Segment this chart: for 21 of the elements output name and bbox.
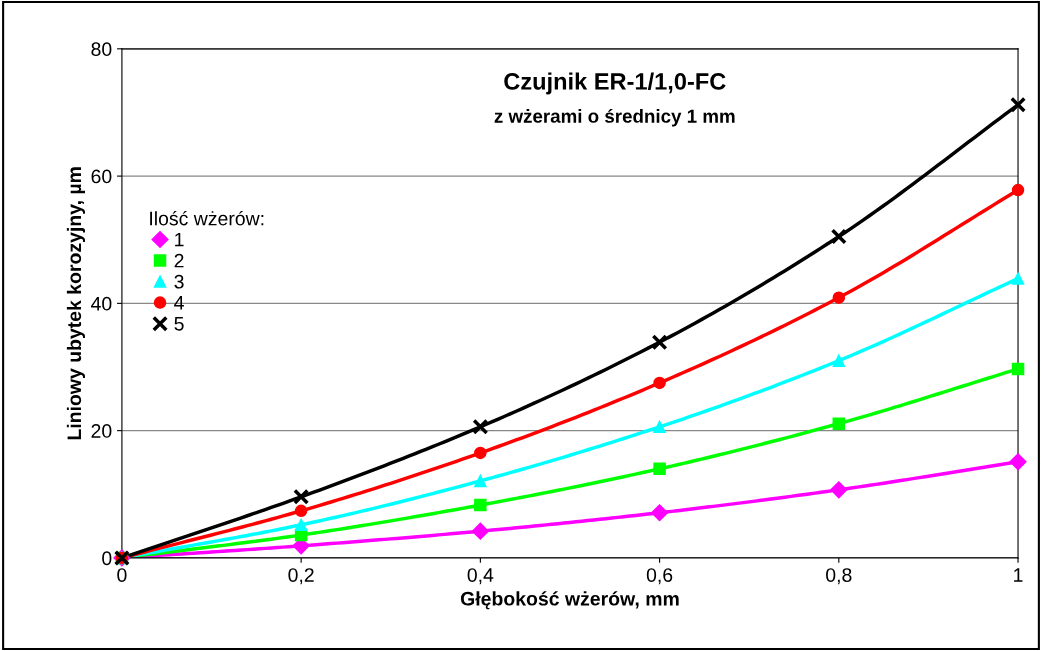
legend-label: 1 <box>175 232 184 247</box>
legend-label: 3 <box>174 274 184 289</box>
y-tick-label: 0 <box>102 551 112 566</box>
x-tick-label: 0 <box>117 568 127 582</box>
x-tick-label: 0,6 <box>646 568 673 585</box>
y-tick-label: 40 <box>91 296 112 311</box>
legend-label: 2 <box>174 253 184 268</box>
text: Czujnik ER-1/1,0-FC <box>504 72 726 95</box>
x-axis-title: Głębokość wżerów, mm <box>460 591 679 610</box>
legend-label: 4 <box>174 296 184 310</box>
text: z wżerami o średnicy 1 mm <box>494 108 735 127</box>
y-tick-label: 20 <box>91 424 112 438</box>
legend-label: 5 <box>174 317 184 331</box>
y-tick-label: 80 <box>91 42 112 57</box>
y-tick-label: 60 <box>91 169 112 184</box>
y-axis-title: Liniowy ubytek korozyjny, µm <box>66 167 86 440</box>
x-tick-label: 1 <box>1014 568 1023 582</box>
legend-title: Ilość wżerów: <box>150 210 264 226</box>
x-tick-label: 0,2 <box>288 568 314 585</box>
x-tick-label: 0,4 <box>467 568 494 585</box>
x-tick-label: 0,8 <box>826 568 852 585</box>
